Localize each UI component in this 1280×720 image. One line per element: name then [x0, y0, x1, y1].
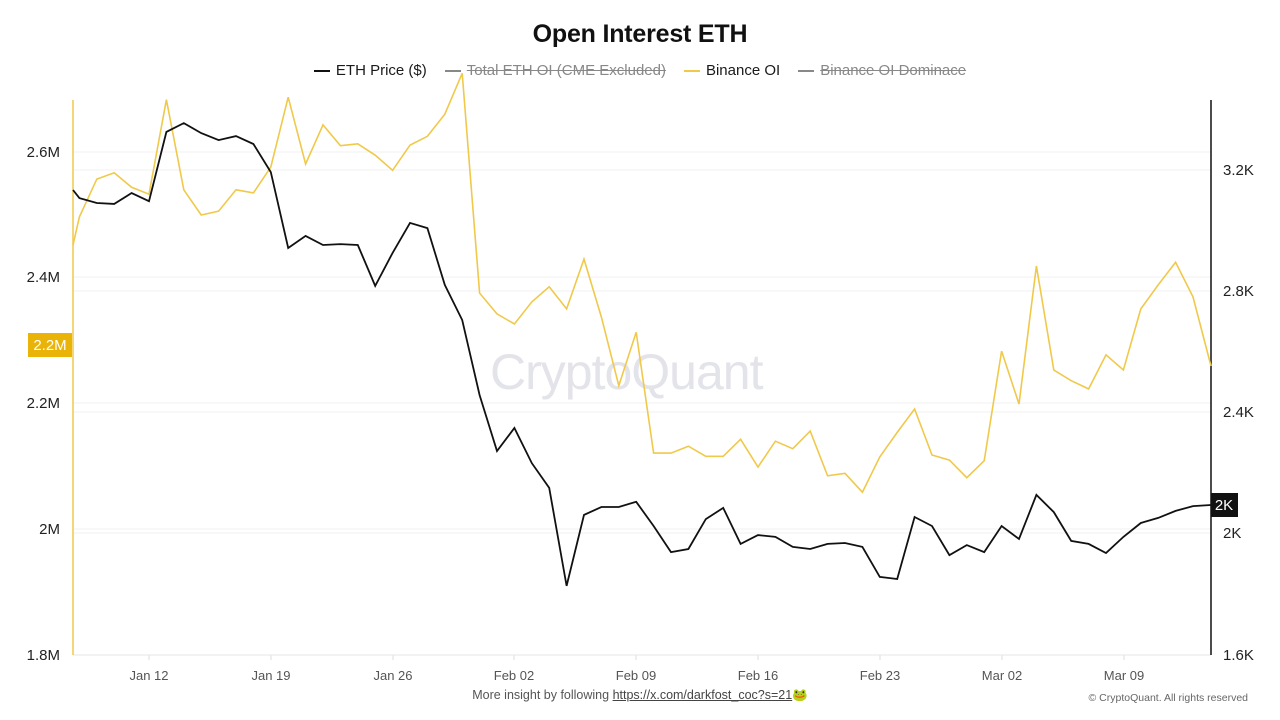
footer-link[interactable]: https://x.com/darkfost_coc?s=21 [612, 688, 793, 702]
legend: ETH Price ($) Total ETH OI (CME Excluded… [0, 62, 1280, 79]
right-badge-label: 2K [1215, 497, 1233, 514]
right-tick-label: 1.6K [1223, 647, 1254, 664]
left-tick-label: 1.8M [27, 647, 60, 664]
right-current-value-badge [1211, 493, 1238, 517]
x-tick-label: Jan 19 [251, 668, 290, 683]
chart-title: Open Interest ETH [532, 20, 748, 48]
x-tick-label: Mar 02 [982, 668, 1022, 683]
footer: More insight by following https://x.com/… [0, 688, 1280, 703]
eth-price-line [72, 122, 1212, 587]
x-tick-label: Mar 09 [1104, 668, 1144, 683]
x-tick-label: Jan 26 [373, 668, 412, 683]
legend-swatch-binance-oi [683, 69, 700, 72]
left-tick-label: 2.4M [27, 269, 60, 286]
legend-label: Binance OI [705, 62, 781, 79]
binance-oi-line [72, 72, 1212, 494]
copyright: © CryptoQuant. All rights reserved [1088, 692, 1248, 704]
legend-item-total-eth-oi[interactable]: Total ETH OI (CME Excluded) [444, 62, 666, 79]
x-tick-label: Feb 02 [494, 668, 534, 683]
x-tick-label: Feb 09 [616, 668, 656, 683]
x-tick-label: Feb 23 [860, 668, 900, 683]
x-tick-label: Jan 12 [129, 668, 168, 683]
footer-prefix: More insight by following [472, 688, 613, 702]
right-tick-label: 2.8K [1223, 283, 1254, 300]
right-tick-label: 3.2K [1223, 162, 1254, 179]
left-badge-label: 2.2M [33, 337, 66, 354]
left-current-value-badge [28, 333, 72, 357]
left-tick-label: 2.2M [27, 395, 60, 412]
right-tick-label: 2.4K [1223, 404, 1254, 421]
x-tick-label: Feb 16 [738, 668, 778, 683]
legend-item-binance-oi-dominance[interactable]: Binance OI Dominace [798, 62, 966, 79]
right-tick-label: 2K [1223, 525, 1241, 542]
legend-item-binance-oi[interactable]: Binance OI [683, 62, 781, 79]
legend-label: Total ETH OI (CME Excluded) [466, 62, 666, 79]
left-tick-label: 2M [39, 521, 60, 538]
watermark: CryptoQuant [490, 344, 763, 400]
legend-label: Binance OI Dominace [820, 62, 967, 79]
legend-swatch-eth-price [313, 69, 330, 72]
frog-emoji-icon: 🐸 [792, 688, 808, 702]
legend-swatch-total-eth-oi [444, 69, 461, 72]
legend-item-eth-price[interactable]: ETH Price ($) [313, 62, 427, 79]
legend-swatch-binance-oi-dominance [798, 69, 815, 72]
left-tick-label: 2.6M [27, 144, 60, 161]
legend-label: ETH Price ($) [335, 62, 427, 79]
